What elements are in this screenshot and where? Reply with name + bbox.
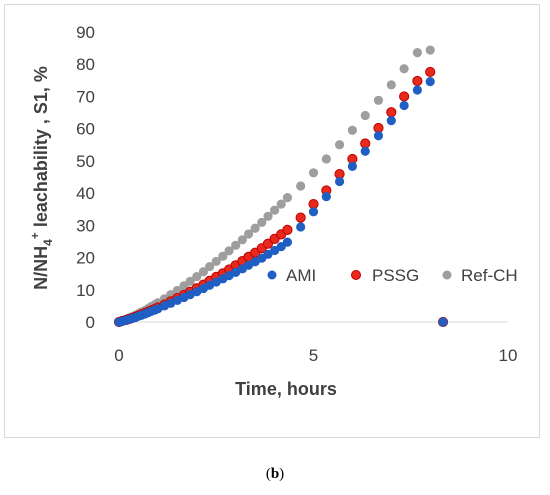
y-axis-title-superscript: + (28, 232, 42, 239)
point-ami-43 (425, 77, 435, 87)
y-tick-label-80: 80 (76, 55, 95, 74)
point-pssg-42 (412, 75, 423, 87)
y-tick-label-10: 10 (76, 281, 95, 300)
caption-open: ( (265, 466, 271, 482)
chart-frame (4, 4, 540, 438)
point-ami-41 (399, 100, 409, 111)
series-ami (114, 77, 448, 327)
point-ref-ch-36 (334, 140, 345, 150)
point-pssg-43 (425, 66, 436, 78)
point-ref-ch-23 (224, 246, 234, 256)
point-ref-ch-20 (205, 261, 215, 272)
point-pssg-33 (295, 212, 306, 223)
point-ref-ch-43 (425, 45, 435, 55)
legend-label-pssg: PSSG (372, 266, 419, 285)
y-gridlines (119, 31, 508, 291)
point-ami-34 (308, 207, 319, 217)
point-ref-ch-27 (250, 223, 260, 233)
point-ref-ch-34 (308, 168, 319, 178)
x-tick-label-10: 10 (499, 346, 518, 365)
legend-label-ami: AMI (286, 266, 316, 285)
caption-letter: b (270, 466, 280, 482)
point-ref-ch-35 (321, 154, 331, 164)
point-ref-ch-41 (399, 64, 409, 74)
point-pssg-32 (282, 224, 293, 235)
y-axis-title-post: leachability , S1, % (31, 66, 51, 232)
legend-marker-pssg (351, 270, 361, 280)
x-tick-label-5: 5 (309, 346, 318, 365)
legend-label-ref-ch: Ref-CH (461, 266, 518, 285)
point-ref-ch-21 (211, 256, 221, 267)
point-ami-32 (282, 237, 293, 247)
point-ref-ch-37 (347, 125, 357, 135)
point-ami-33 (296, 222, 306, 232)
point-ref-ch-31 (276, 199, 286, 209)
y-tick-label-30: 30 (76, 216, 95, 235)
point-ref-ch-33 (296, 181, 306, 191)
point-ref-ch-24 (231, 240, 241, 250)
point-ref-ch-42 (412, 48, 422, 58)
x-tick-label-0: 0 (114, 346, 123, 365)
point-ami-37 (347, 161, 357, 171)
y-tick-label-60: 60 (76, 120, 95, 139)
point-ref-ch-17 (185, 276, 195, 286)
point-ref-ch-18 (192, 271, 202, 282)
point-ref-ch-29 (263, 211, 273, 221)
y-tick-label-20: 20 (76, 249, 95, 268)
point-ami-40 (386, 116, 396, 126)
y-tick-label-40: 40 (76, 184, 95, 203)
y-axis-title-pre: N/NH (31, 246, 51, 290)
point-pssg-41 (399, 91, 410, 102)
legend-marker-ref-ch (442, 270, 452, 280)
figure-caption: (b) (0, 466, 550, 483)
point-ref-ch-38 (360, 110, 370, 121)
point-ref-ch-19 (198, 267, 209, 277)
point-ami-35 (321, 192, 331, 202)
point-ref-ch-40 (386, 80, 396, 90)
y-tick-label-90: 90 (76, 23, 95, 42)
x-axis-title: Time, hours (235, 379, 337, 399)
y-axis-title-subscript: 4 (41, 239, 55, 246)
point-pssg-40 (386, 107, 397, 118)
scatter-chart: 0 10 20 30 40 50 60 70 80 90 0 5 10 Time, hours N/N… (28, 23, 518, 399)
legend: AMI PSSG Ref-CH (267, 266, 518, 285)
point-ref-ch-22 (218, 251, 228, 261)
series-pssg (113, 66, 449, 328)
x-tick-labels: 0 5 10 (114, 346, 517, 365)
y-tick-label-70: 70 (76, 87, 95, 106)
y-tick-label-0: 0 (86, 313, 95, 332)
point-ami-39 (373, 131, 384, 141)
y-tick-label-50: 50 (76, 152, 95, 171)
point-ref-ch-26 (243, 229, 254, 239)
caption-close: ) (279, 466, 285, 482)
legend-marker-ami (267, 270, 277, 280)
y-axis-title: N/NH4+ leachability , S1, % (28, 66, 55, 290)
point-ami-42 (412, 85, 422, 95)
point-ami-36 (334, 176, 345, 187)
point-ref-ch-30 (270, 205, 280, 215)
y-tick-labels: 0 10 20 30 40 50 60 70 80 90 (76, 23, 95, 332)
point-ref-ch-39 (373, 95, 384, 105)
point-ami-44 (438, 317, 448, 327)
point-ref-ch-32 (282, 193, 293, 203)
point-ami-38 (360, 146, 370, 156)
data-points (113, 45, 449, 328)
point-ref-ch-28 (257, 217, 267, 228)
point-ref-ch-25 (237, 235, 247, 245)
